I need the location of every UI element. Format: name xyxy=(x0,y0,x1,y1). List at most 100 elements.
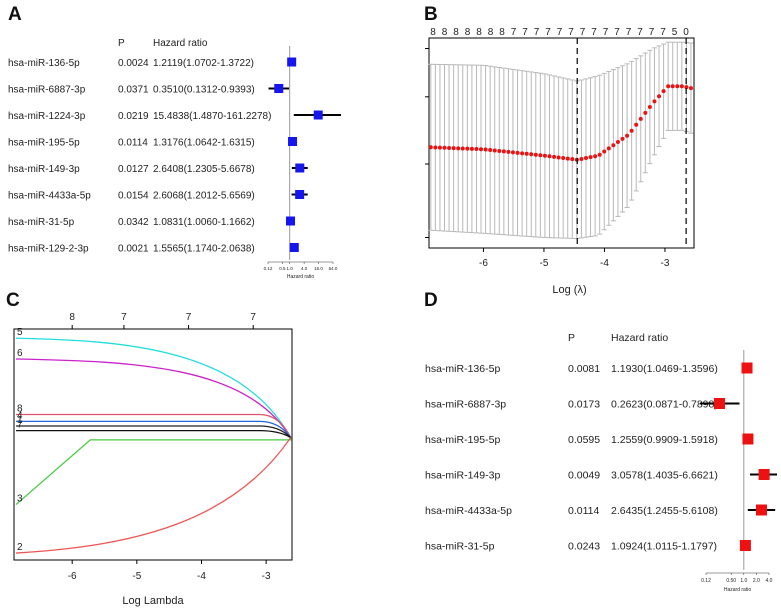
hr-marker xyxy=(295,190,305,199)
hr-marker xyxy=(739,540,751,551)
cv-point xyxy=(688,86,693,91)
cv-point xyxy=(497,148,502,153)
row-p-value: 0.0024 xyxy=(118,58,149,69)
top-count-label: 7 xyxy=(557,27,563,38)
top-count-label: 8 xyxy=(499,27,505,38)
x-tick-label: -4 xyxy=(197,571,206,582)
top-count-label: 7 xyxy=(545,27,551,38)
cv-point xyxy=(515,150,520,155)
top-count-label: 7 xyxy=(580,27,586,38)
row-hazard-ratio: 1.0831(1.0060-1.1662) xyxy=(153,217,255,228)
cv-point xyxy=(629,128,634,133)
x-tick-label: 16.0 xyxy=(314,266,323,271)
top-count-label: 8 xyxy=(488,27,494,38)
cv-point xyxy=(657,94,662,99)
top-tick-label: 7 xyxy=(250,312,256,323)
coef-path xyxy=(16,429,292,439)
row-p-value: 0.0342 xyxy=(118,217,149,228)
cv-point xyxy=(428,145,433,150)
row-hazard-ratio: 0.2623(0.0871-0.7898) xyxy=(611,399,718,411)
cv-point xyxy=(524,151,529,156)
cv-point xyxy=(533,152,538,157)
top-tick-label: 8 xyxy=(69,312,75,323)
top-count-label: 8 xyxy=(476,27,482,38)
cv-point xyxy=(460,146,465,151)
x-axis-label: Log Lambda xyxy=(122,595,184,607)
hr-marker xyxy=(742,433,754,445)
top-count-label: 7 xyxy=(591,27,597,38)
row-hazard-ratio: 1.3176(1.0642-1.6315) xyxy=(153,138,255,149)
cv-point xyxy=(547,154,552,159)
series-label: 5 xyxy=(17,327,23,338)
top-count-label: 8 xyxy=(430,27,436,38)
coef-path xyxy=(16,425,292,439)
x-axis-label: Hazard ratio xyxy=(724,587,751,593)
cv-point xyxy=(615,140,620,145)
cv-point xyxy=(474,147,479,152)
row-hazard-ratio: 1.1930(1.0469-1.3596) xyxy=(611,363,718,375)
row-hazard-ratio: 2.6068(1.2012-5.6569) xyxy=(153,191,255,202)
top-tick-label: 7 xyxy=(186,312,192,323)
panel-label-c: C xyxy=(6,290,20,311)
cv-point xyxy=(638,116,643,121)
hr-marker xyxy=(295,163,305,173)
top-count-label: 8 xyxy=(453,27,459,38)
hr-marker xyxy=(288,137,298,146)
row-label: hsa-miR-195-5p xyxy=(8,138,80,149)
row-p-value: 0.0114 xyxy=(568,505,599,517)
row-label: hsa-miR-4433a-5p xyxy=(8,191,91,202)
x-axis-label: Hazard ratio xyxy=(287,274,314,280)
coef-path xyxy=(16,420,292,438)
cv-point xyxy=(634,122,639,127)
top-count-label: 8 xyxy=(442,27,448,38)
plot-frame xyxy=(428,37,695,249)
cv-point xyxy=(501,149,506,154)
x-tick-label: -3 xyxy=(661,258,670,269)
row-label: hsa-miR-136-5p xyxy=(8,58,80,69)
x-tick-label: 0.50 xyxy=(726,578,736,584)
series-label: 1 xyxy=(17,415,23,426)
cv-point xyxy=(679,84,684,89)
hr-header: Hazard ratio xyxy=(611,332,668,344)
row-hazard-ratio: 1.0924(1.0115-1.1797) xyxy=(611,541,717,553)
row-p-value: 0.0021 xyxy=(118,244,149,255)
cv-point xyxy=(593,154,598,159)
x-tick-label: 4.0 xyxy=(301,266,308,271)
cv-point xyxy=(670,84,675,89)
cv-point xyxy=(442,145,447,150)
row-p-value: 0.0173 xyxy=(568,399,600,411)
hr-marker xyxy=(274,84,284,93)
row-label: hsa-miR-149-3p xyxy=(425,470,500,482)
x-tick-label: 1.0 xyxy=(287,266,294,271)
hr-marker xyxy=(313,110,323,120)
row-hazard-ratio: 3.0578(1.4035-6.6621) xyxy=(611,470,718,482)
row-label: hsa-miR-4433a-5p xyxy=(425,505,512,517)
row-label: hsa-miR-129-2-3p xyxy=(8,244,89,255)
top-count-label: 7 xyxy=(522,27,528,38)
cv-point xyxy=(538,153,543,158)
row-label: hsa-miR-195-5p xyxy=(425,434,500,446)
x-axis-label: Log (λ) xyxy=(552,284,586,296)
row-p-value: 0.0243 xyxy=(568,541,600,553)
x-tick-label: -6 xyxy=(68,571,77,582)
cv-point xyxy=(483,147,488,152)
cv-point xyxy=(583,156,588,161)
cv-point xyxy=(588,155,593,160)
x-tick-label: -4 xyxy=(600,258,609,269)
cv-point xyxy=(570,157,575,162)
cv-point xyxy=(451,146,456,151)
row-p-value: 0.0595 xyxy=(568,434,600,446)
row-label: hsa-miR-31-5p xyxy=(425,541,495,553)
top-count-label: 7 xyxy=(660,27,666,38)
panel-label-b: B xyxy=(424,4,438,25)
row-hazard-ratio: 15.4838(1.4870-161.2278) xyxy=(153,111,271,122)
cv-point xyxy=(492,148,497,153)
hr-marker xyxy=(285,216,295,226)
top-tick-label: 7 xyxy=(121,312,127,323)
cv-point xyxy=(552,154,557,159)
cv-point xyxy=(520,151,525,156)
series-label: 2 xyxy=(17,542,23,553)
x-tick-label: -5 xyxy=(540,258,549,269)
cv-point xyxy=(643,110,648,115)
cv-point xyxy=(647,104,652,109)
